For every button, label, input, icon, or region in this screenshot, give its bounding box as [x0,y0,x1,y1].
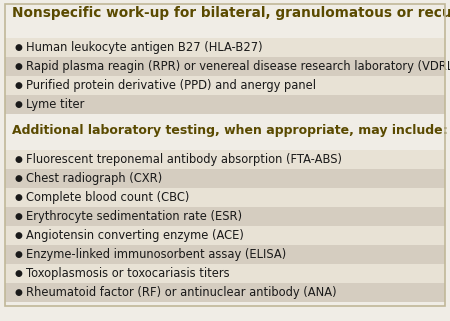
Text: Additional laboratory testing, when appropriate, may include:: Additional laboratory testing, when appr… [12,124,448,137]
Text: ●: ● [14,288,22,297]
Bar [5,245,445,264]
Text: Rapid plasma reagin (RPR) or venereal disease research laboratory (VDRL): Rapid plasma reagin (RPR) or venereal di… [26,60,450,73]
Bar [5,95,445,114]
Bar [5,76,445,95]
Text: ●: ● [14,212,22,221]
Text: ●: ● [14,269,22,278]
Text: ●: ● [14,81,22,90]
Bar [5,188,445,207]
Bar [5,264,445,283]
Text: ●: ● [14,155,22,164]
Text: Nonspecific work-up for bilateral, granulomatous or recurrent anterior uveitis: Nonspecific work-up for bilateral, granu… [12,6,450,20]
Text: ●: ● [14,62,22,71]
Text: Rheumatoid factor (RF) or antinuclear antibody (ANA): Rheumatoid factor (RF) or antinuclear an… [26,286,337,299]
Bar [5,150,445,169]
Text: Chest radiograph (CXR): Chest radiograph (CXR) [26,172,162,185]
Bar [5,38,445,57]
Text: Complete blood count (CBC): Complete blood count (CBC) [26,191,189,204]
Text: ●: ● [14,100,22,109]
Text: ●: ● [14,174,22,183]
Bar [5,207,445,226]
Text: ●: ● [14,250,22,259]
Text: Lyme titer: Lyme titer [26,98,85,111]
Text: ●: ● [14,193,22,202]
Text: Enzyme-linked immunosorbent assay (ELISA): Enzyme-linked immunosorbent assay (ELISA… [26,248,286,261]
Text: ●: ● [14,43,22,52]
Text: Erythrocyte sedimentation rate (ESR): Erythrocyte sedimentation rate (ESR) [26,210,242,223]
Bar [5,283,445,302]
Bar [5,57,445,76]
Bar [5,226,445,245]
Text: Angiotensin converting enzyme (ACE): Angiotensin converting enzyme (ACE) [26,229,244,242]
Bar [5,169,445,188]
Text: Human leukocyte antigen B27 (HLA-B27): Human leukocyte antigen B27 (HLA-B27) [26,41,263,54]
Text: ●: ● [14,231,22,240]
Text: Toxoplasmosis or toxocariasis titers: Toxoplasmosis or toxocariasis titers [26,267,230,280]
Text: Fluorescent treponemal antibody absorption (FTA-ABS): Fluorescent treponemal antibody absorpti… [26,153,342,166]
Text: Purified protein derivative (PPD) and anergy panel: Purified protein derivative (PPD) and an… [26,79,316,92]
